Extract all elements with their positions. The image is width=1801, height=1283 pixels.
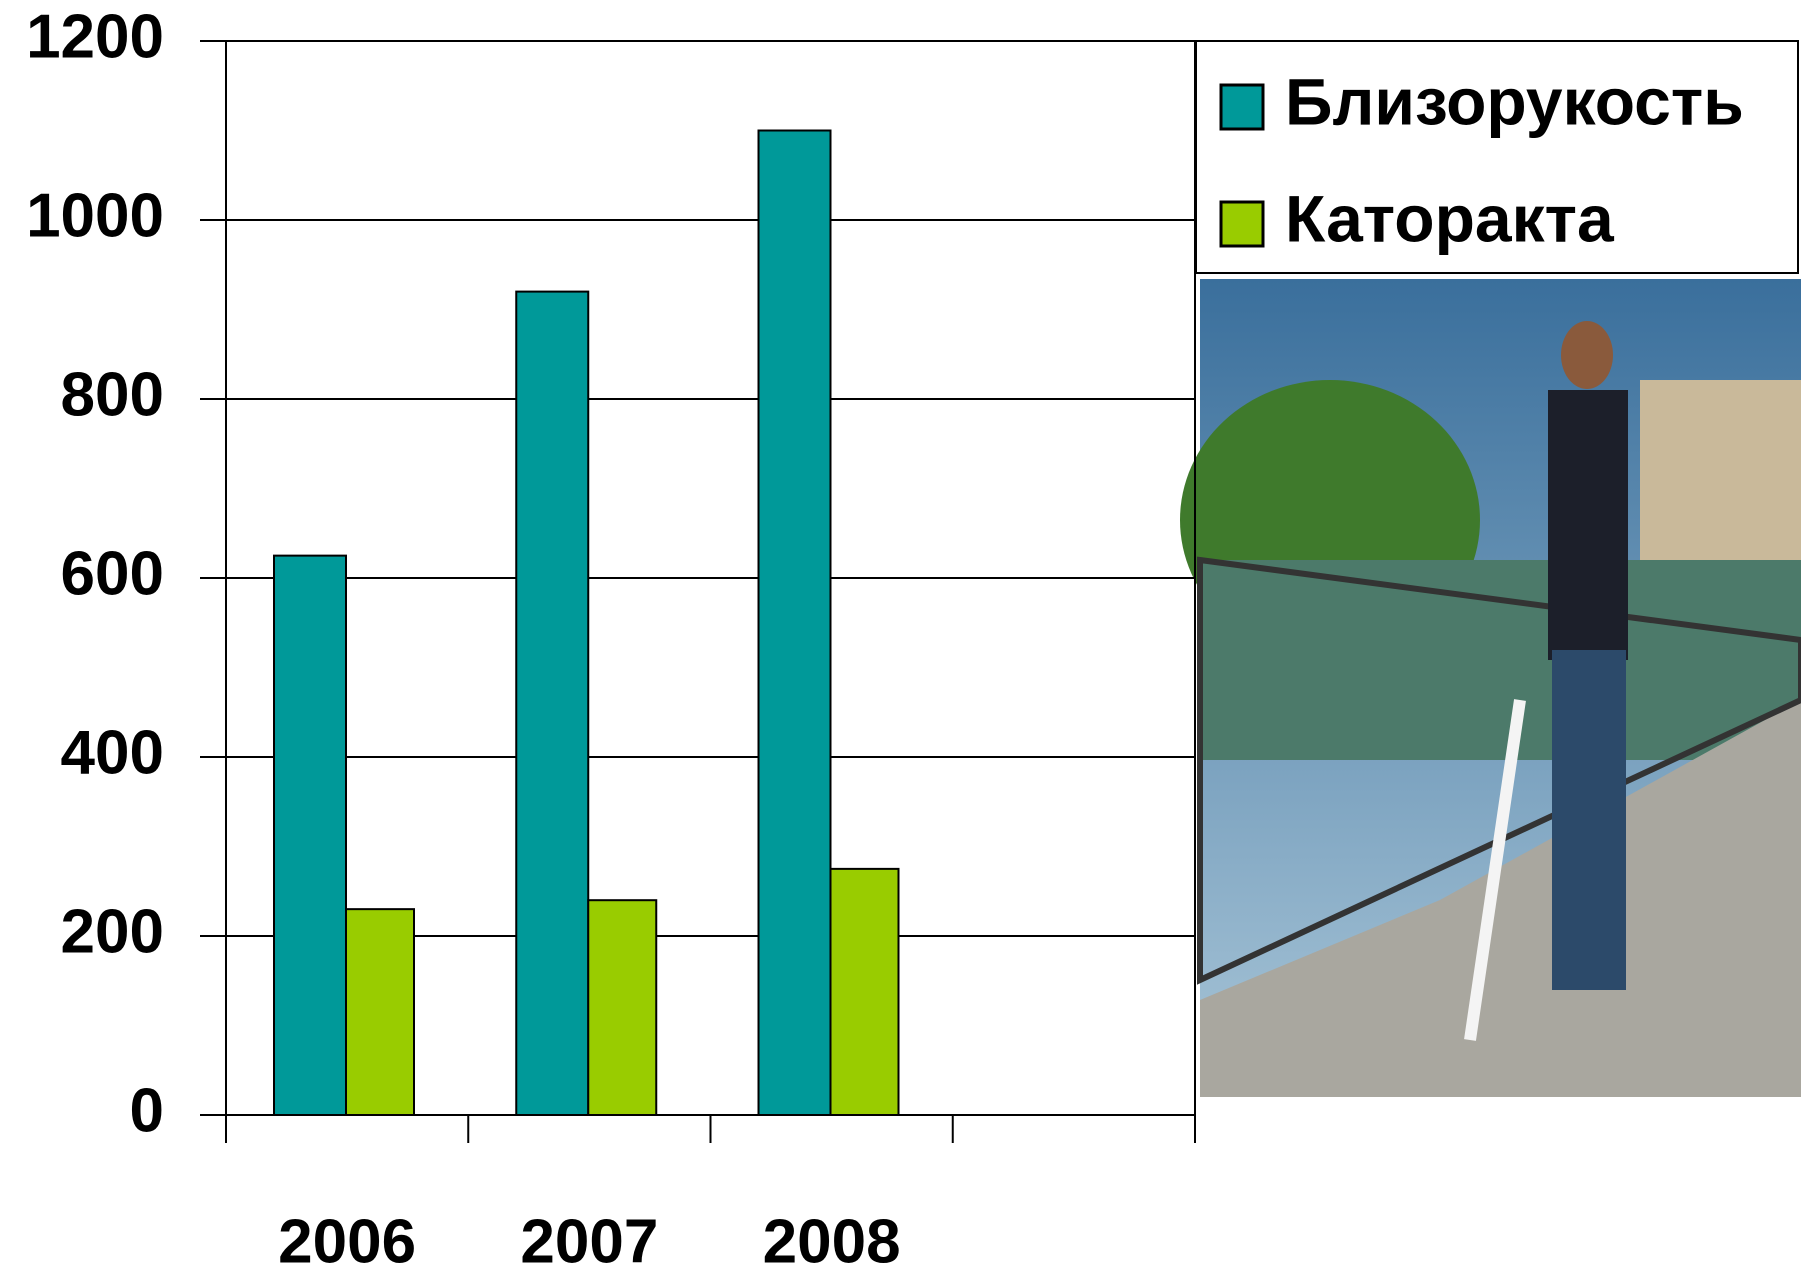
y-tick-label: 600 bbox=[61, 539, 164, 608]
y-tick-label: 1000 bbox=[26, 181, 164, 250]
y-tick-label: 0 bbox=[130, 1076, 164, 1145]
bar bbox=[516, 292, 588, 1115]
bar bbox=[588, 900, 656, 1115]
x-tick-label: 2008 bbox=[763, 1207, 901, 1276]
y-tick-label: 400 bbox=[61, 718, 164, 787]
y-tick-label: 800 bbox=[61, 360, 164, 429]
photo bbox=[1180, 279, 1801, 1097]
legend-swatch bbox=[1221, 85, 1263, 129]
y-tick-label: 200 bbox=[61, 897, 164, 966]
legend-label: Каторакта bbox=[1285, 181, 1615, 255]
legend-label: Близорукость bbox=[1285, 64, 1744, 138]
bar bbox=[759, 131, 831, 1116]
page: {"chart_data": {"type": "bar", "categori… bbox=[0, 0, 1801, 1278]
y-tick-label: 1200 bbox=[26, 2, 164, 71]
chart: 0 200 400 600 800 1000 1200 2006 2007 2008 Близору… bbox=[0, 0, 1801, 1278]
x-tick-label: 2007 bbox=[520, 1207, 658, 1276]
bar bbox=[831, 869, 899, 1115]
bar bbox=[346, 909, 414, 1115]
x-tick-label: 2006 bbox=[278, 1207, 416, 1276]
legend-swatch bbox=[1221, 202, 1263, 246]
bar bbox=[274, 556, 346, 1115]
